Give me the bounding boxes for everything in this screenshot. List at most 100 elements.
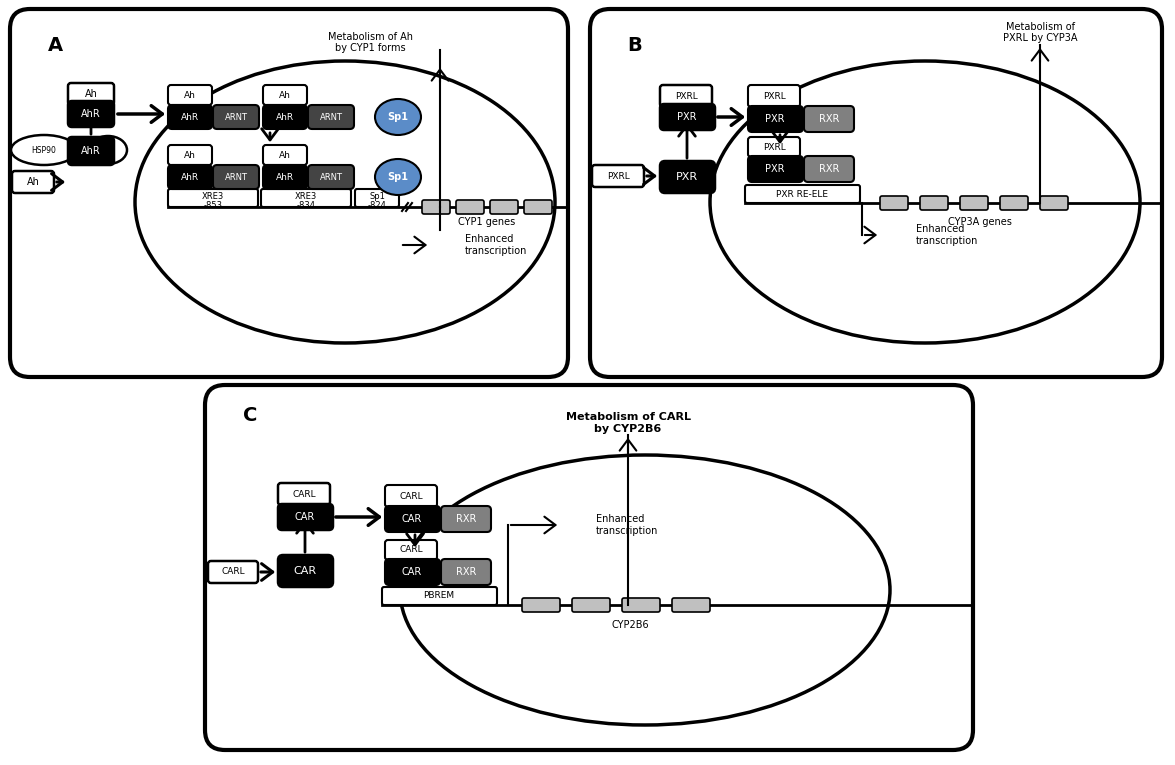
Text: ARNT: ARNT	[320, 172, 342, 181]
FancyBboxPatch shape	[422, 200, 450, 214]
FancyBboxPatch shape	[12, 171, 54, 193]
Text: CAR: CAR	[402, 567, 422, 577]
Text: CYP3A genes: CYP3A genes	[948, 217, 1012, 227]
Text: PXR RE-ELE: PXR RE-ELE	[776, 190, 828, 198]
Text: -824: -824	[368, 200, 387, 210]
FancyBboxPatch shape	[804, 156, 854, 182]
FancyBboxPatch shape	[590, 9, 1162, 377]
FancyBboxPatch shape	[524, 200, 552, 214]
Text: Ah: Ah	[85, 89, 98, 99]
Text: Ah: Ah	[280, 151, 291, 159]
FancyBboxPatch shape	[920, 196, 948, 210]
FancyBboxPatch shape	[745, 185, 860, 203]
FancyBboxPatch shape	[382, 587, 497, 605]
FancyBboxPatch shape	[748, 156, 803, 182]
Text: PXR: PXR	[765, 114, 785, 124]
Ellipse shape	[11, 135, 78, 165]
FancyBboxPatch shape	[213, 165, 258, 189]
Text: CARL: CARL	[221, 568, 244, 577]
FancyBboxPatch shape	[660, 161, 716, 193]
Text: CARL: CARL	[293, 490, 316, 499]
FancyBboxPatch shape	[660, 104, 716, 130]
FancyBboxPatch shape	[263, 145, 307, 165]
Text: Sp1: Sp1	[369, 191, 385, 200]
Text: RXR: RXR	[819, 164, 839, 174]
Ellipse shape	[400, 455, 889, 725]
Text: CYP1 genes: CYP1 genes	[458, 217, 516, 227]
FancyBboxPatch shape	[385, 485, 437, 507]
FancyBboxPatch shape	[263, 85, 307, 105]
FancyBboxPatch shape	[592, 165, 644, 187]
Text: Sp1: Sp1	[388, 112, 409, 122]
Ellipse shape	[710, 61, 1140, 343]
Text: AhR: AhR	[81, 146, 101, 156]
FancyBboxPatch shape	[385, 540, 437, 560]
Text: Ah: Ah	[184, 151, 196, 159]
FancyBboxPatch shape	[572, 598, 610, 612]
Text: CAR: CAR	[402, 514, 422, 524]
FancyBboxPatch shape	[261, 189, 351, 207]
FancyBboxPatch shape	[441, 506, 491, 532]
FancyBboxPatch shape	[660, 85, 712, 107]
FancyBboxPatch shape	[168, 189, 258, 207]
FancyBboxPatch shape	[960, 196, 988, 210]
Text: -853: -853	[203, 200, 222, 210]
Text: HSP90: HSP90	[32, 145, 56, 155]
FancyBboxPatch shape	[748, 106, 803, 132]
Text: by CYP1 forms: by CYP1 forms	[335, 43, 405, 53]
Text: CAR: CAR	[295, 512, 315, 522]
FancyBboxPatch shape	[68, 83, 114, 105]
FancyBboxPatch shape	[672, 598, 710, 612]
Text: transcription: transcription	[916, 236, 979, 246]
Text: PXRL: PXRL	[763, 92, 785, 100]
FancyBboxPatch shape	[263, 165, 307, 189]
FancyBboxPatch shape	[168, 165, 212, 189]
Text: PXRL: PXRL	[763, 142, 785, 151]
FancyBboxPatch shape	[804, 106, 854, 132]
FancyBboxPatch shape	[278, 504, 333, 530]
FancyBboxPatch shape	[490, 200, 518, 214]
FancyBboxPatch shape	[622, 598, 660, 612]
FancyBboxPatch shape	[522, 598, 560, 612]
Ellipse shape	[135, 61, 555, 343]
Text: XRE3: XRE3	[295, 191, 317, 200]
FancyBboxPatch shape	[278, 555, 333, 587]
Text: CYP2B6: CYP2B6	[611, 620, 649, 630]
FancyBboxPatch shape	[880, 196, 908, 210]
Text: PXRL: PXRL	[674, 92, 698, 100]
Text: CAR: CAR	[294, 566, 316, 576]
Text: PXR: PXR	[676, 172, 698, 182]
Text: ARNT: ARNT	[224, 172, 248, 181]
Text: PXR: PXR	[765, 164, 785, 174]
FancyBboxPatch shape	[68, 137, 114, 165]
Ellipse shape	[375, 99, 421, 135]
FancyBboxPatch shape	[278, 483, 330, 505]
FancyBboxPatch shape	[213, 105, 258, 129]
Text: Enhanced: Enhanced	[596, 514, 644, 524]
FancyBboxPatch shape	[263, 105, 307, 129]
Text: PBREM: PBREM	[423, 591, 455, 601]
FancyBboxPatch shape	[748, 85, 800, 107]
FancyBboxPatch shape	[355, 189, 400, 207]
Text: Ah: Ah	[184, 90, 196, 99]
Text: Sp1: Sp1	[388, 172, 409, 182]
Text: ARNT: ARNT	[224, 112, 248, 122]
Text: Ah: Ah	[27, 177, 40, 187]
Ellipse shape	[375, 159, 421, 195]
Ellipse shape	[89, 136, 127, 164]
Text: PXRL: PXRL	[606, 171, 630, 181]
Text: ARNT: ARNT	[320, 112, 342, 122]
Text: Metabolism of Ah: Metabolism of Ah	[328, 32, 412, 42]
FancyBboxPatch shape	[168, 105, 212, 129]
FancyBboxPatch shape	[456, 200, 484, 214]
Text: RXR: RXR	[456, 514, 476, 524]
Text: AIP: AIP	[102, 145, 114, 155]
Text: -834: -834	[296, 200, 316, 210]
FancyBboxPatch shape	[204, 385, 973, 750]
FancyBboxPatch shape	[208, 561, 258, 583]
Text: AhR: AhR	[181, 112, 199, 122]
FancyBboxPatch shape	[748, 137, 800, 157]
Text: RXR: RXR	[819, 114, 839, 124]
FancyBboxPatch shape	[441, 559, 491, 585]
Text: AhR: AhR	[81, 109, 101, 119]
